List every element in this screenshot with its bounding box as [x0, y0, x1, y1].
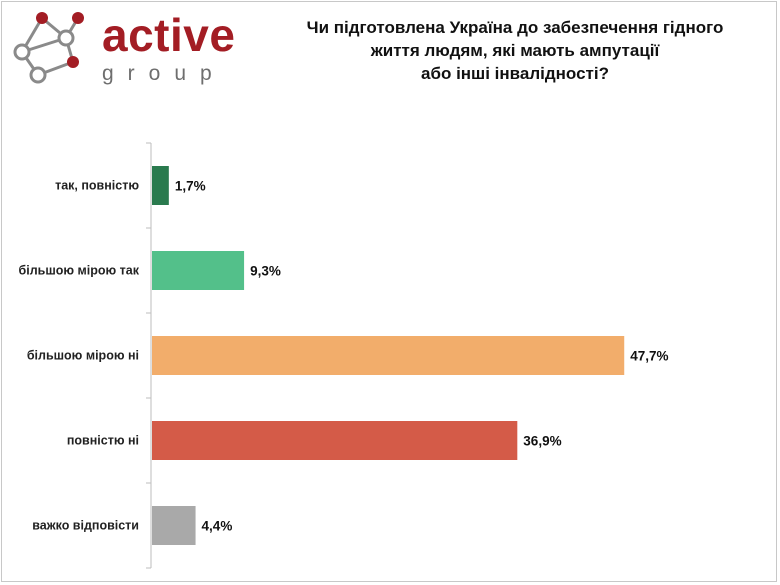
category-label: повністю ні	[67, 434, 139, 448]
brand-name: active	[102, 9, 236, 61]
category-label: більшою мірою так	[19, 264, 140, 278]
bar	[152, 421, 518, 460]
bar	[152, 251, 245, 290]
brand-subtitle: group	[102, 62, 226, 85]
value-label: 4,4%	[202, 519, 233, 534]
value-label: 47,7%	[630, 349, 668, 364]
category-label: так, повністю	[55, 179, 139, 193]
category-label: важко відповісти	[32, 519, 139, 533]
chart-title: Чи підготовлена Україна до забезпечення …	[270, 16, 760, 85]
chart-title-line: життя людям, які мають ампутації	[370, 41, 660, 60]
chart-title-line: або інші інвалідності?	[421, 64, 609, 83]
network-nodes-icon	[13, 12, 84, 84]
logo: active group	[6, 8, 236, 88]
value-label: 1,7%	[175, 179, 206, 194]
bar	[152, 336, 625, 375]
value-label: 36,9%	[523, 434, 561, 449]
category-label: більшою мірою ні	[27, 349, 139, 363]
chart-title-line: Чи підготовлена Україна до забезпечення …	[306, 18, 724, 37]
bar	[152, 506, 196, 545]
value-label: 9,3%	[250, 264, 281, 279]
bar	[152, 166, 169, 205]
